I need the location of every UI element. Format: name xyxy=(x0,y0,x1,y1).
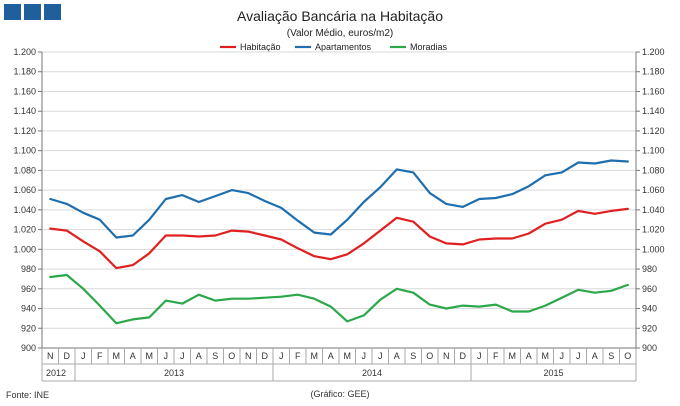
y-tick-label-right: 1.200 xyxy=(642,47,665,57)
x-tick-label: D xyxy=(460,351,467,361)
chart-subtitle: (Valor Médio, euros/m2) xyxy=(287,28,394,39)
x-tick-label: D xyxy=(262,351,269,361)
y-tick-label-left: 1.200 xyxy=(13,47,36,57)
x-tick-label: J xyxy=(378,351,383,361)
x-tick-label: A xyxy=(196,351,202,361)
y-tick-label-right: 960 xyxy=(642,284,657,294)
y-tick-label-right: 1.060 xyxy=(642,185,665,195)
legend-label: Moradias xyxy=(410,42,448,52)
y-tick-label-left: 940 xyxy=(21,304,36,314)
x-tick-label: S xyxy=(410,351,416,361)
gee-logo xyxy=(4,4,61,20)
y-tick-label-right: 1.120 xyxy=(642,126,665,136)
series-line xyxy=(49,159,629,239)
y-tick-label-right: 1.100 xyxy=(642,146,665,156)
credit-note: (Gráfico: GEE) xyxy=(310,389,369,399)
year-label: 2015 xyxy=(543,368,563,378)
x-tick-label: O xyxy=(624,351,631,361)
y-tick-label-left: 1.000 xyxy=(13,244,36,254)
year-label: 2012 xyxy=(46,368,66,378)
y-tick-label-left: 1.160 xyxy=(13,86,36,96)
x-tick-label: J xyxy=(560,351,565,361)
x-tick-label: S xyxy=(608,351,614,361)
gridlines xyxy=(42,51,636,349)
y-tick-label-left: 1.060 xyxy=(13,185,36,195)
y-tick-label-right: 920 xyxy=(642,323,657,333)
x-tick-label: M xyxy=(542,351,550,361)
y-tick-label-left: 1.020 xyxy=(13,225,36,235)
y-tick-label-right: 1.180 xyxy=(642,67,665,77)
series-line xyxy=(49,207,629,270)
x-tick-label: J xyxy=(164,351,169,361)
y-tick-label-right: 1.020 xyxy=(642,225,665,235)
x-tick-label: S xyxy=(212,351,218,361)
x-tick-label: N xyxy=(47,351,54,361)
x-tick-label: A xyxy=(130,351,136,361)
x-tick-label: N xyxy=(443,351,450,361)
y-tick-label-right: 900 xyxy=(642,343,657,353)
year-label: 2013 xyxy=(164,368,184,378)
y-tick-label-right: 1.160 xyxy=(642,86,665,96)
y-tick-label-left: 960 xyxy=(21,284,36,294)
series-lines xyxy=(49,159,629,325)
x-tick-label: N xyxy=(245,351,252,361)
x-tick-label: J xyxy=(477,351,482,361)
y-tick-label-right: 1.140 xyxy=(642,106,665,116)
y-tick-label-right: 940 xyxy=(642,304,657,314)
year-label: 2014 xyxy=(362,368,382,378)
y-tick-label-left: 1.040 xyxy=(13,205,36,215)
x-tick-label: A xyxy=(592,351,598,361)
y-tick-label-right: 1.040 xyxy=(642,205,665,215)
y-tick-label-left: 1.120 xyxy=(13,126,36,136)
legend-label: Apartamentos xyxy=(315,42,372,52)
x-tick-label: A xyxy=(526,351,532,361)
x-tick-label: J xyxy=(576,351,581,361)
y-tick-label-left: 1.180 xyxy=(13,67,36,77)
y-tick-label-left: 1.100 xyxy=(13,146,36,156)
y-tick-label-left: 980 xyxy=(21,264,36,274)
chart-title: Avaliação Bancária na Habitação xyxy=(237,8,443,24)
y-tick-label-right: 1.000 xyxy=(642,244,665,254)
y-tick-label-right: 980 xyxy=(642,264,657,274)
x-tick-label: J xyxy=(180,351,185,361)
source-note: Fonte: INE xyxy=(6,390,49,400)
x-tick-label: M xyxy=(146,351,154,361)
x-axis: N D J F M A M J J A S O N D J F M A M J J A S O N D J F M A M J J A S O2012… xyxy=(41,347,637,382)
logo-block xyxy=(24,4,41,20)
x-tick-label: O xyxy=(228,351,235,361)
x-tick-label: O xyxy=(426,351,433,361)
y-tick-label-left: 1.140 xyxy=(13,106,36,116)
x-tick-label: A xyxy=(394,351,400,361)
x-tick-label: J xyxy=(81,351,86,361)
y-tick-label-left: 1.080 xyxy=(13,165,36,175)
legend: Habitação Apartamentos Moradias xyxy=(220,42,448,52)
x-tick-label: J xyxy=(362,351,367,361)
y-tick-label-left: 920 xyxy=(21,323,36,333)
logo-block xyxy=(4,4,21,20)
logo-block xyxy=(44,4,61,20)
x-tick-label: M xyxy=(113,351,121,361)
x-tick-label: D xyxy=(64,351,71,361)
y-tick-label-right: 1.080 xyxy=(642,165,665,175)
x-tick-label: M xyxy=(509,351,517,361)
x-tick-label: J xyxy=(279,351,284,361)
x-tick-label: M xyxy=(311,351,319,361)
x-tick-label: F xyxy=(97,351,103,361)
y-axis-right: 900 920 940 960 980 1.000 1.020 1.040 1.060 1.080… xyxy=(635,47,665,353)
x-tick-label: A xyxy=(328,351,334,361)
y-axis-left: 900 920 940 960 980 1.000 1.020 1.040 1.060 1.080… xyxy=(13,47,43,353)
x-tick-label: M xyxy=(344,351,352,361)
legend-label: Habitação xyxy=(240,42,281,52)
x-tick-label: F xyxy=(493,351,499,361)
x-tick-label: F xyxy=(295,351,301,361)
series-line xyxy=(49,273,629,325)
y-tick-label-left: 900 xyxy=(21,343,36,353)
